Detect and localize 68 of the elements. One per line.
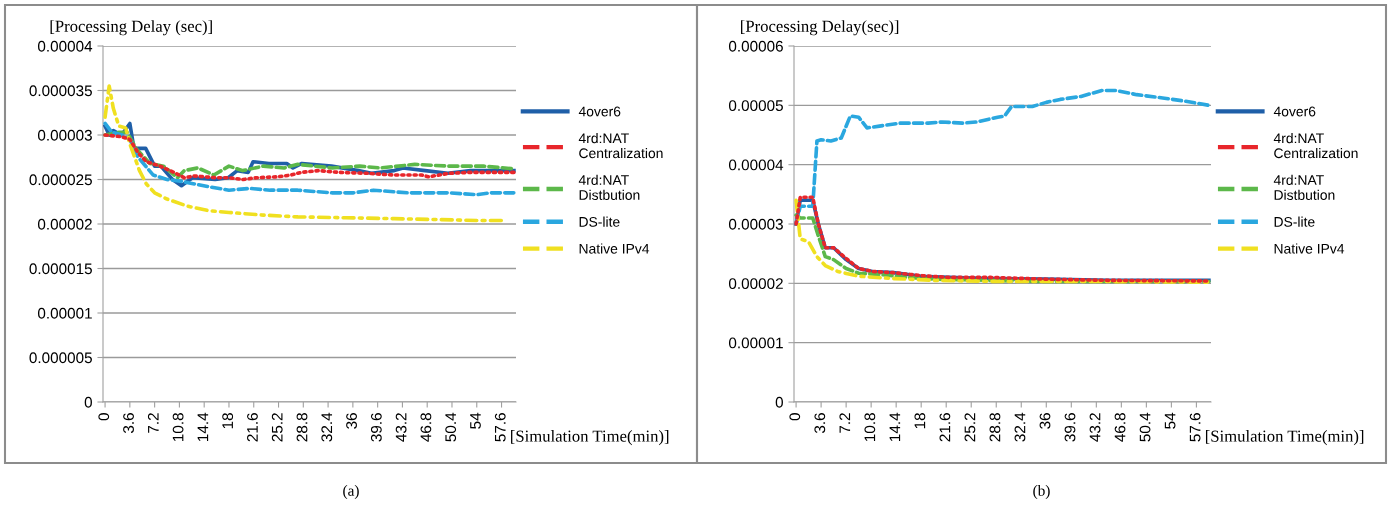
x-tick-label: 7.2 <box>839 413 851 433</box>
x-tick-label: 25.2 <box>964 413 976 442</box>
x-tick-label: 54 <box>1164 412 1176 429</box>
x-tick-label: 57.6 <box>494 413 506 442</box>
text: (b) <box>1033 485 1050 499</box>
x-tick-label: 10.8 <box>864 413 876 441</box>
x-tick-label: 0 <box>98 413 110 421</box>
y-tick-label: 0.000005 <box>29 352 92 364</box>
y-tick-label: 0.00001 <box>728 337 783 349</box>
y-tick-label: 0 <box>84 396 92 408</box>
y-axis-title: [Processing Delay (sec)] <box>50 20 212 36</box>
x-tick-label: 39.6 <box>1064 413 1076 442</box>
y-tick-label: 0.00001 <box>37 307 92 319</box>
x-tick-label: 21.6 <box>939 413 951 442</box>
x-tick-label: 25.2 <box>271 413 283 442</box>
y-tick-label: 0.00004 <box>37 40 93 52</box>
legend-label: Native IPv4 <box>1274 243 1345 254</box>
legend-label: 4rd:NAT Centralization <box>1273 133 1358 159</box>
x-tick-label: 50.4 <box>445 412 457 442</box>
x-tick-label: 14.4 <box>889 412 901 441</box>
x-axis-title: [Simulation Time(min)] <box>511 430 669 446</box>
x-tick-label: 32.4 <box>1014 412 1026 442</box>
x-tick-label: 36 <box>1039 413 1051 429</box>
line-series <box>794 213 1211 284</box>
legend-label: 4over6 <box>1273 106 1316 117</box>
y-tick-label: 0.00004 <box>728 159 784 171</box>
x-tick-label: 3.6 <box>123 413 134 434</box>
x-tick-label: 46.8 <box>1114 413 1126 442</box>
legend-label: 4rd:NAT Distbution <box>1273 174 1335 200</box>
line-series <box>103 84 504 223</box>
text: (a) <box>343 485 359 499</box>
x-tick-label: 3.6 <box>814 413 826 434</box>
x-tick-label: 14.4 <box>197 412 209 441</box>
y-tick-label: 0.00002 <box>37 218 92 230</box>
legend-label: 4rd:NAT Centralization <box>578 133 663 159</box>
y-tick-label: 0.00003 <box>37 129 92 141</box>
x-tick-label: 18 <box>222 413 234 429</box>
x-tick-label: 39.6 <box>370 413 382 442</box>
y-tick-label: 0.000025 <box>29 174 92 186</box>
x-tick-label: 54 <box>470 412 481 429</box>
x-tick-label: 10.8 <box>172 413 184 441</box>
x-tick-label: 28.8 <box>989 413 1001 442</box>
x-tick-label: 7.2 <box>147 413 159 433</box>
x-tick-label: 46.8 <box>420 413 432 442</box>
legend-label: DS-lite <box>579 216 620 227</box>
y-tick-label: 0.000035 <box>29 85 92 97</box>
legend-label: DS-lite <box>1274 216 1315 227</box>
legend-label: Native IPv4 <box>579 243 650 254</box>
y-axis-title: [Processing Delay(sec)] <box>741 20 899 36</box>
y-tick-label: 0.00002 <box>728 278 783 290</box>
y-tick-label: 0.00006 <box>728 40 783 52</box>
x-tick-label: 43.2 <box>1089 413 1101 442</box>
y-tick-label: 0.00005 <box>728 100 783 112</box>
x-tick-label: 32.4 <box>321 412 333 442</box>
x-axis-title: [Simulation Time(min)] <box>1205 430 1364 446</box>
x-tick-label: 18 <box>914 413 926 429</box>
x-tick-label: 28.8 <box>296 413 308 442</box>
x-tick-label: 57.6 <box>1189 413 1201 442</box>
legend-label: 4rd:NAT Distbution <box>578 174 640 200</box>
y-tick-label: 0.000015 <box>29 263 92 275</box>
legend-label: 4over6 <box>578 106 621 117</box>
x-tick-label: 50.4 <box>1139 412 1151 442</box>
x-tick-label: 43.2 <box>395 413 407 442</box>
y-tick-label: 0 <box>775 396 783 408</box>
y-tick-label: 0.00003 <box>728 218 783 230</box>
x-tick-label: 21.6 <box>247 413 258 442</box>
x-tick-label: 0 <box>789 413 801 421</box>
x-tick-label: 36 <box>346 413 357 429</box>
